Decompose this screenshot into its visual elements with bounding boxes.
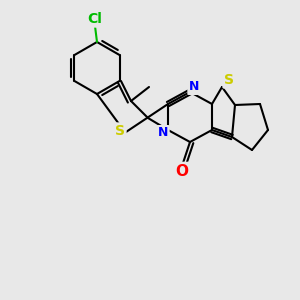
Text: S: S bbox=[115, 124, 125, 138]
Text: S: S bbox=[224, 73, 234, 87]
Text: O: O bbox=[176, 164, 188, 178]
Text: Cl: Cl bbox=[88, 12, 102, 26]
Text: N: N bbox=[189, 80, 199, 94]
Text: N: N bbox=[158, 127, 168, 140]
